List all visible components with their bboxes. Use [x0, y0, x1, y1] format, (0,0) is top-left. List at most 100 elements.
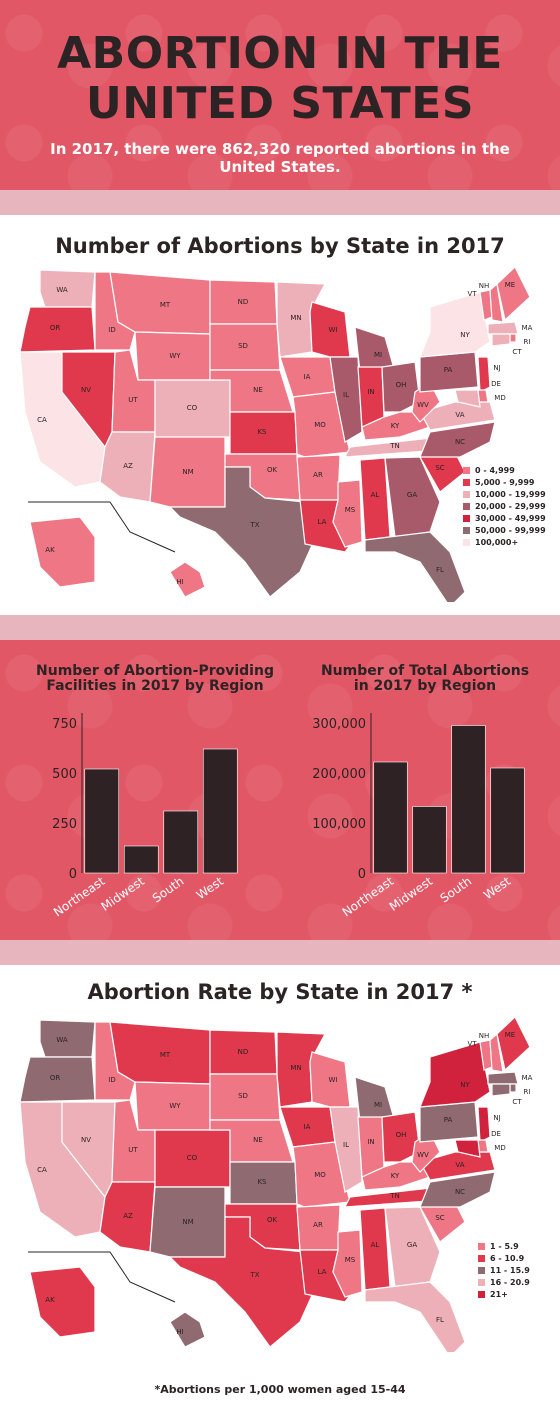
divider: [0, 940, 560, 965]
state-label-nm: NM: [182, 1218, 193, 1226]
state-label-or: OR: [50, 324, 61, 332]
legend-label: 21+: [490, 1289, 508, 1299]
state-label-ca: CA: [37, 416, 47, 424]
state-label-va: VA: [455, 1161, 464, 1169]
state-label-nm: NM: [182, 468, 193, 476]
bar-midwest: [123, 845, 159, 874]
state-oh: [381, 1111, 421, 1163]
legend-swatch: [478, 1266, 485, 1274]
state-ny: [419, 1041, 491, 1108]
state-label-nc: NC: [455, 1188, 465, 1196]
state-label-ks: KS: [257, 1178, 267, 1186]
bar-northeast: [373, 761, 408, 874]
state-label-ms: MS: [345, 1256, 356, 1264]
state-tx: [168, 1216, 319, 1348]
state-label-pa: PA: [444, 366, 453, 374]
state-label-ga: GA: [407, 1241, 417, 1249]
legend-label: 5,000 - 9,999: [475, 477, 535, 487]
divider: [0, 615, 560, 640]
state-label-co: CO: [187, 1154, 198, 1162]
state-label-pa: PA: [444, 1116, 453, 1124]
state-label-wi: WI: [329, 1076, 338, 1084]
x-tick-label: South: [438, 874, 475, 905]
chart2-title: Number of Total Abortions in 2017 by Reg…: [305, 664, 545, 694]
state-ri: [509, 1083, 517, 1093]
main-title-line2: UNITED STATES: [85, 78, 475, 129]
state-label-vt: VT: [467, 1040, 477, 1048]
state-label-ak: AK: [45, 1296, 55, 1304]
state-label-az: AZ: [123, 1212, 133, 1220]
state-label-fl: FL: [436, 1316, 444, 1324]
state-label-in: IN: [367, 1138, 374, 1146]
state-label-de: DE: [491, 380, 501, 388]
state-label-ms: MS: [345, 506, 356, 514]
state-label-wy: WY: [169, 352, 181, 360]
y-tick-label: 0: [69, 867, 77, 882]
map2-legend: 1 - 5.9 6 - 10.9 11 - 15.9 16 - 20.9 21+: [478, 1240, 530, 1300]
state-label-wy: WY: [169, 1102, 181, 1110]
legend-label: 0 - 4,999: [475, 465, 515, 475]
legend-swatch: [478, 1290, 485, 1298]
bar-west: [202, 748, 238, 874]
y-tick-label: 0: [358, 867, 366, 882]
state-in: [357, 366, 385, 428]
state-label-nv: NV: [81, 386, 91, 394]
state-label-ca: CA: [37, 1166, 47, 1174]
legend-swatch: [463, 466, 470, 474]
footnote: *Abortions per 1,000 women aged 15-44: [154, 1383, 406, 1396]
state-me: [496, 266, 531, 322]
state-nc: [419, 1171, 496, 1208]
y-tick-label: 250: [52, 817, 77, 832]
state-label-sc: SC: [435, 464, 444, 472]
x-tick-label: West: [481, 874, 513, 903]
state-label-me: ME: [505, 281, 515, 289]
state-label-mi: MI: [374, 1101, 382, 1109]
state-label-wv: WV: [417, 1151, 429, 1159]
state-al: [359, 457, 391, 541]
state-label-nd: ND: [238, 298, 249, 306]
state-fl: [364, 531, 466, 602]
state-label-tx: TX: [249, 1271, 259, 1279]
map1-legend: 0 - 4,999 5,000 - 9,999 10,000 - 19,999 20,…: [463, 464, 546, 548]
state-label-al: AL: [371, 491, 380, 499]
legend-item: 30,000 - 49,999: [463, 512, 546, 524]
state-label-ny: NY: [460, 331, 470, 339]
state-label-ky: KY: [391, 422, 400, 430]
state-label-ok: OK: [267, 1216, 278, 1224]
chart1-title-line1: Number of Abortion-Providing: [36, 663, 274, 679]
state-il: [329, 1106, 363, 1193]
state-label-nc: NC: [455, 438, 465, 446]
state-label-ct: CT: [512, 348, 522, 356]
inset-boundary-line: [28, 1251, 176, 1303]
state-md: [454, 1139, 481, 1158]
state-label-in: IN: [367, 388, 374, 396]
state-ct: [491, 1083, 511, 1097]
state-label-mo: MO: [314, 421, 326, 429]
legend-swatch: [478, 1242, 485, 1250]
state-label-mt: MT: [160, 301, 171, 309]
state-al: [359, 1207, 391, 1291]
state-label-ri: RI: [524, 1088, 531, 1096]
chart2-title-line1: Number of Total Abortions: [320, 663, 530, 679]
legend-swatch: [463, 538, 470, 546]
y-tick-label: 200,000: [312, 767, 366, 782]
chart2-title-line2: in 2017 by Region: [353, 678, 497, 694]
state-label-ne: NE: [253, 1136, 263, 1144]
state-nh: [489, 282, 504, 323]
x-tick-label: South: [150, 874, 187, 905]
state-label-la: LA: [318, 1268, 327, 1276]
state-label-tx: TX: [249, 521, 259, 529]
legend-label: 50,000 - 99,999: [475, 525, 546, 535]
state-label-tn: TN: [389, 442, 400, 450]
state-va: [419, 401, 496, 431]
bar-midwest: [412, 806, 447, 874]
state-label-ak: AK: [45, 546, 55, 554]
state-ak: [29, 1266, 96, 1338]
legend-item: 10,000 - 19,999: [463, 488, 546, 500]
bar-south: [451, 725, 486, 874]
state-label-wa: WA: [56, 286, 68, 294]
main-title-line1: ABORTION IN THE: [57, 28, 503, 79]
state-label-tn: TN: [389, 1192, 400, 1200]
state-label-oh: OH: [396, 381, 407, 389]
